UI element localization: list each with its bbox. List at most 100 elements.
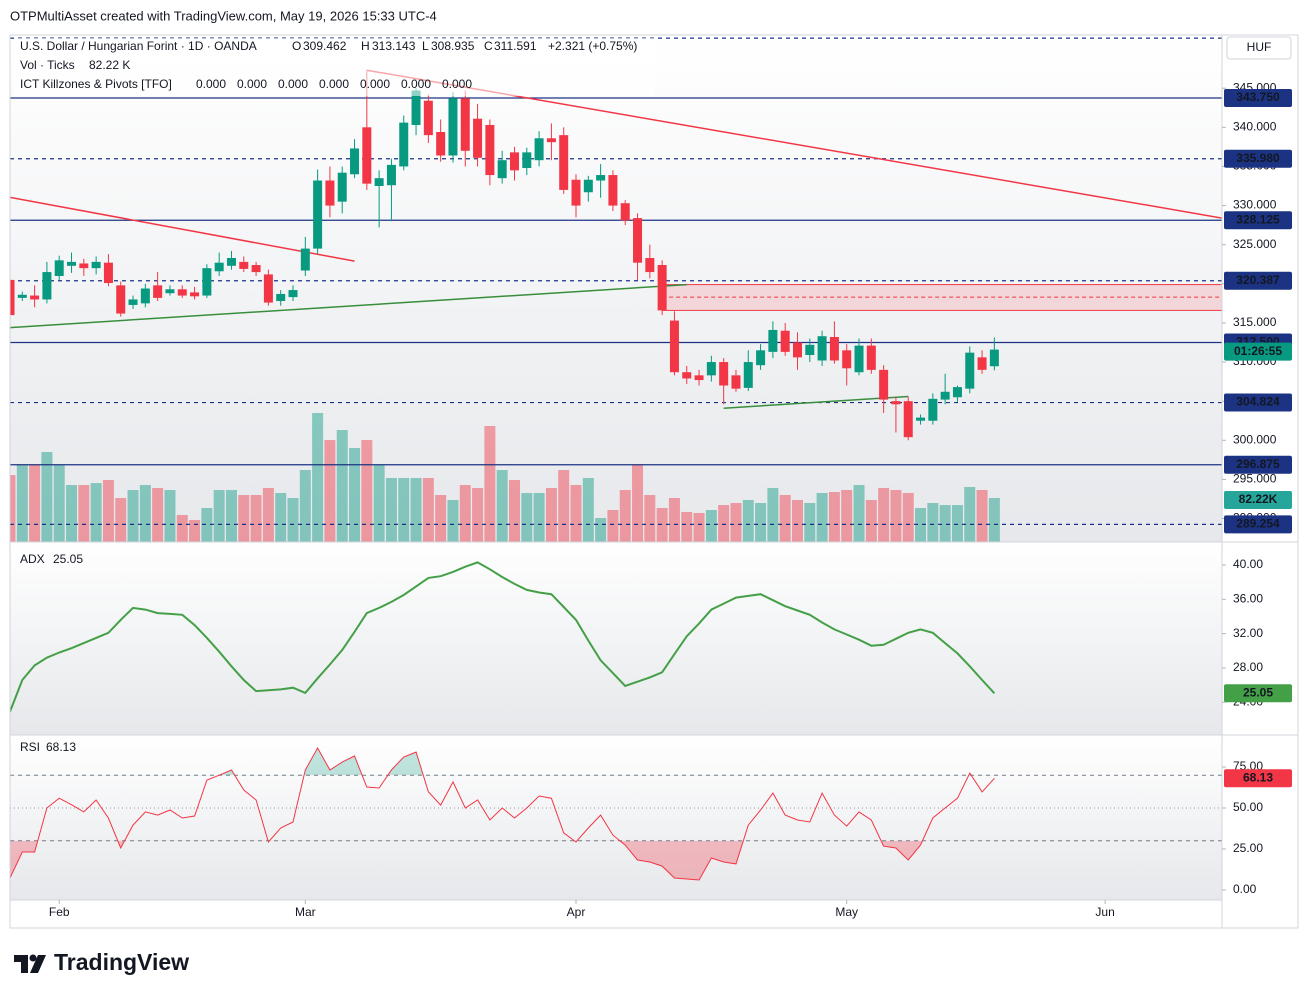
legend: U.S. Dollar / Hungarian Forint · 1D · OA… <box>14 38 654 96</box>
candle-body <box>522 152 532 169</box>
candle-body <box>473 118 483 158</box>
volume-bar <box>902 492 914 542</box>
candle-body <box>842 350 852 369</box>
volume-bar <box>176 514 188 542</box>
candle-body <box>251 265 261 273</box>
candle-body <box>940 391 950 400</box>
x-tick-label: May <box>835 905 858 919</box>
volume-bar <box>607 510 619 542</box>
rsi-name: RSI <box>20 740 40 754</box>
volume-bar <box>681 511 693 542</box>
candle-body <box>374 178 384 187</box>
candle-body <box>854 345 864 373</box>
volume-bar <box>262 488 274 542</box>
candle-body <box>829 337 839 361</box>
candle-body <box>67 261 77 266</box>
volume-bar <box>619 489 631 542</box>
rsi-pane <box>10 735 1222 900</box>
candle-body <box>17 294 27 298</box>
volume-bar <box>484 426 496 542</box>
candle-body <box>42 272 52 300</box>
volume-bar <box>890 489 902 542</box>
legend-o: O <box>292 39 301 53</box>
candle-body <box>743 362 753 388</box>
candle-body <box>79 263 89 269</box>
level-label-box <box>1224 393 1292 412</box>
time-axis <box>10 900 1222 928</box>
volume-bar <box>508 479 520 542</box>
candle-body <box>239 261 249 269</box>
legend-indicator-value: 0.000 <box>401 77 431 91</box>
adx-tick-label: 32.00 <box>1233 626 1263 640</box>
adx-last: 25.05 <box>1243 685 1273 699</box>
rsi-last-box <box>1224 769 1292 788</box>
currency-box <box>1226 36 1292 60</box>
volume-bar <box>521 492 533 542</box>
candle-body <box>202 268 212 296</box>
candle-body <box>325 180 335 206</box>
candle-body <box>780 330 790 352</box>
legend-bg <box>14 38 654 96</box>
price-plot <box>10 37 1222 542</box>
volume-bar <box>841 489 853 542</box>
level-label: 296.875 <box>1236 457 1280 471</box>
y-tick-label: 300.000 <box>1233 432 1277 446</box>
adx-name: ADX <box>20 552 45 566</box>
x-tick-label: Apr <box>567 905 586 919</box>
volume-bar <box>915 508 927 542</box>
adx-last-box <box>1224 684 1292 703</box>
y-tick-label: 295.000 <box>1233 472 1277 486</box>
candle-body <box>952 387 962 398</box>
level-label: 328.125 <box>1236 212 1280 226</box>
level-label: 320.387 <box>1236 273 1280 287</box>
rsi-oversold-fill <box>10 840 995 880</box>
volume-bar <box>693 513 705 542</box>
volume-bar <box>66 485 78 542</box>
volume-bar <box>558 470 570 542</box>
volume-bar <box>164 489 176 542</box>
volume-bar <box>804 502 816 542</box>
legend-low: 308.935 <box>431 39 475 53</box>
candle-body <box>214 262 224 272</box>
level-label-box <box>1224 271 1292 290</box>
volume-bar <box>324 440 336 542</box>
rsi-last: 68.13 <box>1243 770 1273 784</box>
candle-body <box>300 248 310 271</box>
candle-body <box>645 257 655 273</box>
volume-bar <box>53 465 65 542</box>
candle-body <box>903 401 913 438</box>
rsi-value: 68.13 <box>46 740 76 754</box>
volume-bar <box>29 465 41 542</box>
volume-bar <box>336 430 348 542</box>
candle-body <box>805 344 815 356</box>
legend-change: +2.321 (+0.75%) <box>548 39 637 53</box>
volume-bar <box>927 502 939 542</box>
volume-bar <box>287 498 299 542</box>
candle-body <box>91 261 101 269</box>
candle-body <box>436 132 446 156</box>
candle-body <box>497 160 507 179</box>
candle-body <box>583 179 593 193</box>
rsi-line <box>10 746 995 881</box>
volume-bar <box>459 485 471 542</box>
volume-bar <box>349 447 361 542</box>
x-tick-label: Feb <box>49 905 70 919</box>
candle-body <box>337 172 347 202</box>
volume-bar <box>16 465 28 542</box>
attribution: OTPMultiAsset created with TradingView.c… <box>10 8 437 23</box>
volume-bar <box>976 489 988 542</box>
volume-bar <box>545 488 557 542</box>
candle-body <box>362 127 372 184</box>
candle-body <box>386 164 396 186</box>
candle-body <box>596 175 606 181</box>
candle-body <box>509 152 519 171</box>
level-label-box <box>1224 455 1292 474</box>
volume-bar <box>201 508 213 542</box>
candle-body <box>350 148 360 175</box>
candle-body <box>128 299 138 305</box>
candle-body <box>411 90 421 125</box>
volume-bar <box>238 495 250 542</box>
volume-bar <box>730 502 742 542</box>
